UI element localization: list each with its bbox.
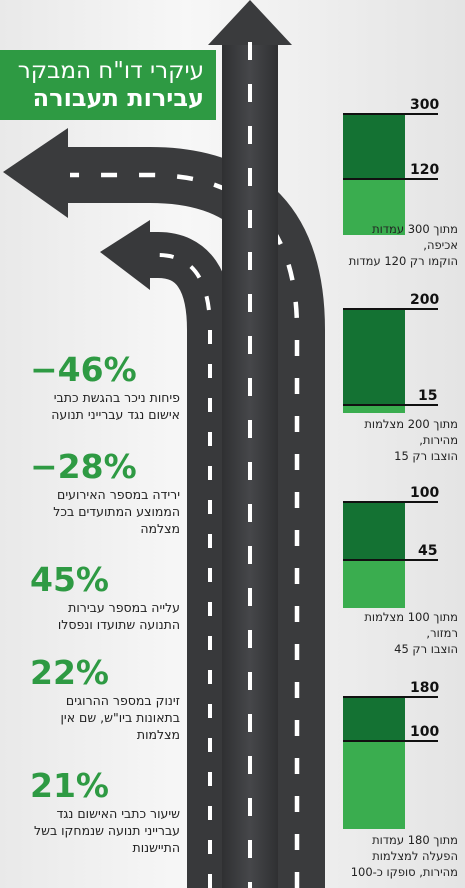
bar-actual-segment bbox=[343, 740, 405, 829]
bar-total-segment bbox=[343, 502, 405, 560]
bar-total-tick bbox=[343, 113, 438, 115]
bar-caption-line: הוקמו רק 120 עמדות bbox=[348, 254, 458, 268]
bar-total-segment bbox=[343, 114, 405, 179]
bar-caption-line: אכיפה, bbox=[423, 238, 458, 252]
bar-actual-label: 45 bbox=[418, 543, 438, 559]
stat-value: 45% bbox=[30, 560, 109, 599]
stat-events-drop: −28% ירידה במספר האירועים הממוצע המתועדי… bbox=[30, 449, 180, 537]
bar-total-label: 180 bbox=[410, 680, 440, 696]
bar-actual-segment bbox=[343, 560, 405, 608]
bar-caption: מתוך 180 עמדות הפעלה למצלמות מהירות, סופ… bbox=[300, 832, 458, 880]
title-banner: עיקרי דו"ח המבקר עבירות תעבורה bbox=[0, 50, 216, 120]
bar-caption-line: הוצבו רק 15 bbox=[394, 449, 458, 463]
stat-value: −28% bbox=[30, 447, 137, 486]
bar-caption-line: מהירות, סופקו כ-100 bbox=[350, 865, 458, 879]
bar-caption-line: הוצבו רק 45 bbox=[394, 642, 458, 656]
stat-text: ירידה במספר האירועים הממוצע המתועדים בכל… bbox=[53, 487, 180, 536]
bar-actual-tick bbox=[343, 740, 438, 742]
bar-caption-line: מתוך 300 עמדות bbox=[372, 222, 458, 236]
stat-text: עלייה במספר עבירות התנועה שתועדו ונפסלו bbox=[57, 600, 180, 632]
bar-caption: מתוך 200 מצלמות מהירות, הוצבו רק 15 bbox=[300, 416, 458, 464]
stat-value: 22% bbox=[30, 653, 109, 692]
bar-total-tick bbox=[343, 308, 438, 310]
bar-traffic-light-cameras bbox=[343, 502, 405, 608]
bar-total-tick bbox=[343, 696, 438, 698]
bar-enforcement-stations bbox=[343, 114, 405, 235]
bar-total-label: 100 bbox=[410, 485, 440, 501]
bar-actual-tick bbox=[343, 178, 438, 180]
bar-speed-camera-stations bbox=[343, 697, 405, 829]
bar-caption-line: מתוך 100 מצלמות bbox=[364, 610, 458, 624]
bar-caption-line: מתוך 180 עמדות bbox=[372, 833, 458, 847]
bar-total-segment bbox=[343, 309, 405, 405]
bar-actual-label: 100 bbox=[410, 724, 440, 740]
bar-total-segment bbox=[343, 697, 405, 740]
bar-caption: מתוך 100 מצלמות רמזור, הוצבו רק 45 bbox=[300, 609, 458, 657]
bar-caption-line: מתוך 200 מצלמות bbox=[364, 417, 458, 431]
bar-actual-label: 15 bbox=[418, 388, 438, 404]
title-line-1: עיקרי דו"ח המבקר bbox=[17, 58, 204, 84]
stat-text: פיחות ניכר בהגשת כתבי אישום נגד עברייני … bbox=[51, 390, 180, 422]
bar-total-label: 300 bbox=[410, 97, 440, 113]
bar-caption: מתוך 300 עמדות אכיפה, הוקמו רק 120 עמדות bbox=[300, 221, 458, 269]
bar-caption-line: מהירות, bbox=[419, 433, 458, 447]
bar-total-tick bbox=[343, 501, 438, 503]
bar-actual-tick bbox=[343, 404, 438, 406]
stat-violations-rise: 45% עלייה במספר עבירות התנועה שתועדו ונפ… bbox=[30, 562, 180, 633]
bar-total-label: 200 bbox=[410, 292, 440, 308]
stat-text: שיעור כתבי האישום נגד עברייני תנועה שנמח… bbox=[33, 806, 180, 855]
road-curve-small bbox=[100, 220, 233, 888]
stat-indictments-expired: 21% שיעור כתבי האישום נגד עברייני תנועה … bbox=[30, 768, 180, 856]
bar-actual-label: 120 bbox=[410, 162, 440, 178]
road-straight bbox=[208, 0, 292, 888]
bar-caption-line: הפעלה למצלמות bbox=[372, 849, 458, 863]
title-line-2: עבירות תעבורה bbox=[32, 84, 204, 112]
stat-fatalities-rise: 22% זינוק במספר ההרוגים בתאונות ביו"ש, ש… bbox=[30, 655, 180, 743]
bar-caption-line: רמזור, bbox=[426, 626, 458, 640]
stat-value: −46% bbox=[30, 350, 137, 389]
stat-value: 21% bbox=[30, 766, 109, 805]
bar-actual-segment bbox=[343, 179, 405, 235]
bar-speed-cameras bbox=[343, 309, 405, 413]
stat-text: זינוק במספר ההרוגים בתאונות ביו"ש, שם אי… bbox=[60, 693, 180, 742]
stat-prosecution-drop: −46% פיחות ניכר בהגשת כתבי אישום נגד עבר… bbox=[30, 352, 180, 423]
bar-actual-tick bbox=[343, 559, 438, 561]
bar-actual-segment bbox=[343, 405, 405, 413]
